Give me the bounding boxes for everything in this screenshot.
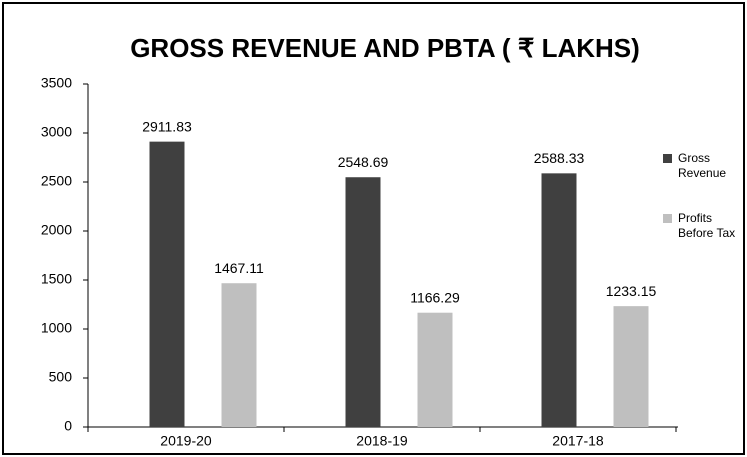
y-tick-label: 3000 xyxy=(41,124,72,140)
y-tick-label: 3500 xyxy=(41,75,72,91)
y-tick-label: 1000 xyxy=(41,320,72,336)
bar xyxy=(541,173,577,427)
data-label: 1467.11 xyxy=(214,260,264,276)
y-tick-label: 500 xyxy=(49,369,73,385)
y-tick-label: 2000 xyxy=(41,222,72,238)
legend-item: Gross Revenue xyxy=(663,151,747,181)
x-tick-label: 2017-18 xyxy=(552,433,604,449)
legend-item: Profits Before Tax xyxy=(663,211,747,241)
x-tick-label: 2018-19 xyxy=(356,433,408,449)
data-label: 2588.33 xyxy=(534,150,585,166)
legend-label: Profits Before Tax xyxy=(678,211,736,240)
data-label: 1166.29 xyxy=(410,289,460,305)
bar xyxy=(613,306,649,427)
y-tick-label: 0 xyxy=(64,418,72,434)
bar xyxy=(221,283,257,427)
legend-swatch xyxy=(663,154,672,163)
bar xyxy=(417,312,453,427)
chart-title: GROSS REVENUE AND PBTA ( ₹ LAKHS) xyxy=(130,33,640,63)
x-tick-label: 2019-20 xyxy=(160,433,212,449)
legend-label: Gross Revenue xyxy=(678,151,727,180)
data-label: 2548.69 xyxy=(338,154,389,170)
y-tick-label: 2500 xyxy=(41,173,72,189)
bar xyxy=(149,141,185,427)
bar xyxy=(345,177,381,427)
data-label: 1233.15 xyxy=(606,283,657,299)
y-tick-label: 1500 xyxy=(41,271,72,287)
legend-swatch xyxy=(663,214,672,223)
data-label: 2911.83 xyxy=(142,118,192,134)
